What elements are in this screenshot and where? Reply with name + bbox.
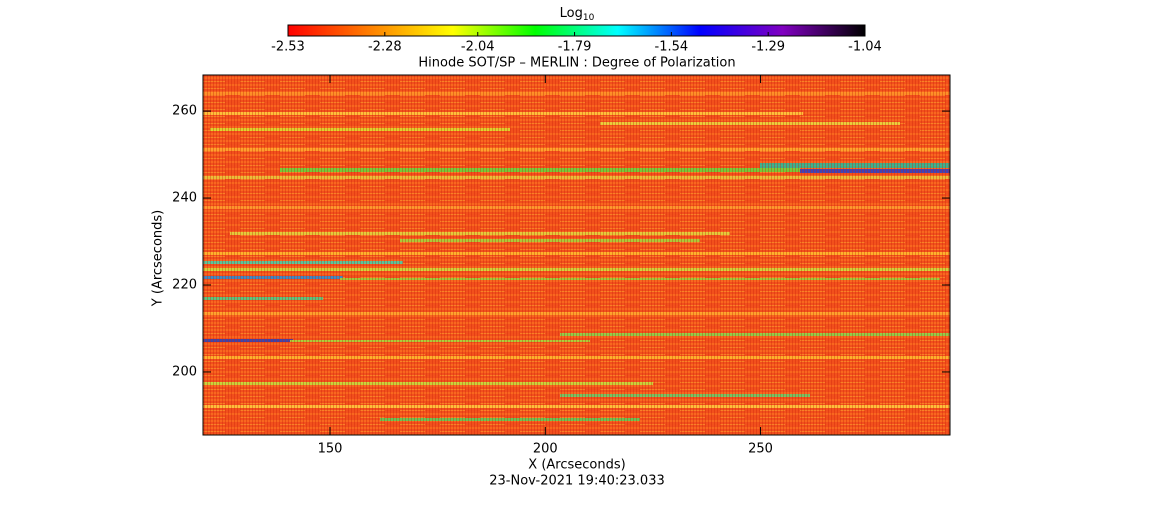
x-axis-label: X (Arcseconds) bbox=[528, 458, 625, 473]
colorbar-tick-label: -2.53 bbox=[271, 40, 305, 55]
y-tick-label: 200 bbox=[172, 364, 197, 379]
colorbar-title-base: Log bbox=[560, 6, 583, 21]
x-tick-label: 250 bbox=[748, 442, 773, 457]
chart-title: Hinode SOT/SP – MERLIN : Degree of Polar… bbox=[418, 56, 735, 71]
y-tick-label: 220 bbox=[172, 278, 197, 293]
colorbar-tick-label: -1.79 bbox=[558, 40, 592, 55]
x-tick-label: 200 bbox=[533, 442, 558, 457]
colorbar-tick-label: -2.04 bbox=[461, 40, 495, 55]
colorbar-title-subscript: 10 bbox=[583, 13, 595, 23]
colorbar bbox=[287, 24, 866, 37]
plot-frame bbox=[202, 74, 951, 436]
colorbar-tick-label: -1.04 bbox=[848, 40, 882, 55]
axes: -2.53 -2.28 -2.04 -1.79 -1.54 -1.29 -1.04 150 20… bbox=[172, 32, 950, 457]
colorbar-tick-label: -2.28 bbox=[368, 40, 402, 55]
y-tick-label: 240 bbox=[172, 191, 197, 206]
x-tick-label: 150 bbox=[318, 442, 343, 457]
footer: 23-Nov-2021 19:40:23.033 bbox=[489, 474, 665, 489]
y-axis-label: Y (Arcseconds) bbox=[151, 210, 166, 307]
colorbar-title: Log10 bbox=[560, 6, 595, 23]
heatmap-texture bbox=[203, 75, 950, 435]
colorbar-tick-label: -1.29 bbox=[751, 40, 785, 55]
y-tick-label: 260 bbox=[172, 104, 197, 119]
colorbar-tick-label: -1.54 bbox=[655, 40, 689, 55]
